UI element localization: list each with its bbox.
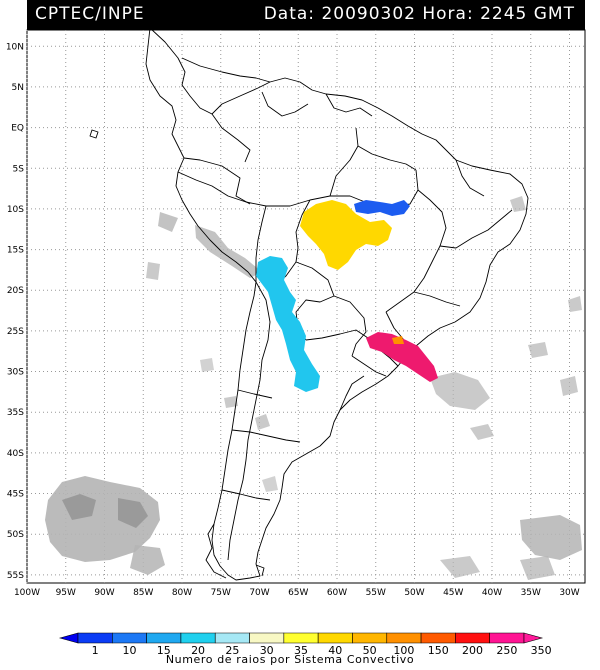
colorbar-swatch bbox=[180, 632, 216, 644]
lat-label: 40S bbox=[7, 449, 24, 459]
header-bar: CPTEC/INPE Data: 20090302 Hora: 2245 GMT bbox=[27, 0, 585, 30]
lat-label: 50S bbox=[7, 530, 24, 540]
lat-label: 30S bbox=[7, 368, 24, 378]
colorbar-swatch bbox=[352, 632, 388, 644]
latitude-labels: 10N 5N EQ 5S 10S 15S 20S 25S 30S 35S 40S 45S 50S 55S bbox=[6, 42, 24, 581]
colorbar-swatch bbox=[420, 632, 456, 644]
colorbar-label: 10 bbox=[122, 644, 136, 657]
lon-label: 80W bbox=[172, 588, 192, 598]
convective-systems bbox=[256, 200, 438, 392]
colorbar-swatch bbox=[386, 632, 422, 644]
colorbar-label: 200 bbox=[462, 644, 483, 657]
lat-label: 10S bbox=[7, 205, 24, 215]
lat-label: 10N bbox=[6, 42, 24, 52]
colorbar-swatch bbox=[214, 632, 250, 644]
lat-label: 20S bbox=[7, 286, 24, 296]
lat-label: 55S bbox=[7, 571, 24, 581]
lat-label: 15S bbox=[7, 246, 24, 256]
lon-label: 65W bbox=[288, 588, 308, 598]
lon-label: 95W bbox=[56, 588, 76, 598]
colorbar-labels: 1 10 15 20 25 30 35 40 50 100 150 200 250 350 bbox=[92, 644, 552, 657]
colorbar-caption: Numero de raios por Sistema Convectivo bbox=[166, 653, 414, 666]
colorbar-swatch bbox=[249, 632, 285, 644]
lon-label: 90W bbox=[94, 588, 114, 598]
lon-label: 75W bbox=[211, 588, 231, 598]
lon-label: 40W bbox=[482, 588, 502, 598]
lon-label: 35W bbox=[521, 588, 541, 598]
colorbar-swatch bbox=[455, 632, 490, 644]
coastlines bbox=[89, 27, 529, 581]
colorbar-swatch bbox=[489, 632, 525, 644]
longitude-labels: 100W 95W 90W 85W 80W 75W 70W 65W 60W 55W 50W 45W 40W… bbox=[14, 588, 580, 598]
lon-label: 55W bbox=[366, 588, 386, 598]
colorbar-label: 15 bbox=[157, 644, 171, 657]
colorbar-swatch bbox=[317, 632, 353, 644]
lat-label: 25S bbox=[7, 327, 24, 337]
colorbar-label: 50 bbox=[363, 644, 377, 657]
colorbar-label: 30 bbox=[260, 644, 274, 657]
lat-label: 5S bbox=[13, 164, 25, 174]
colorbar-swatch bbox=[146, 632, 182, 644]
colorbar-swatch bbox=[283, 632, 319, 644]
system-yellow bbox=[300, 200, 392, 270]
header-timestamp: Data: 20090302 Hora: 2245 GMT bbox=[263, 4, 575, 24]
lon-label: 85W bbox=[133, 588, 153, 598]
system-magenta bbox=[366, 332, 438, 382]
lat-label: 35S bbox=[7, 408, 24, 418]
lat-label: 45S bbox=[7, 490, 24, 500]
colorbar-label: 25 bbox=[225, 644, 239, 657]
colorbar-swatch bbox=[112, 632, 147, 644]
colorbar bbox=[58, 632, 544, 644]
lon-label: 45W bbox=[443, 588, 463, 598]
lon-label: 100W bbox=[14, 588, 40, 598]
cloud-cover bbox=[45, 196, 582, 580]
lat-label: EQ bbox=[11, 124, 24, 134]
lon-label: 70W bbox=[249, 588, 269, 598]
colorbar-swatch bbox=[523, 632, 544, 644]
colorbar-label: 250 bbox=[496, 644, 517, 657]
lat-label: 5N bbox=[12, 83, 24, 93]
header-title: CPTEC/INPE bbox=[35, 4, 145, 24]
colorbar-label: 350 bbox=[531, 644, 552, 657]
lon-label: 50W bbox=[404, 588, 424, 598]
system-cyan bbox=[256, 256, 320, 392]
colorbar-swatch bbox=[58, 632, 79, 644]
colorbar-label: 100 bbox=[393, 644, 414, 657]
colorbar-label: 35 bbox=[294, 644, 308, 657]
colorbar-label: 40 bbox=[328, 644, 342, 657]
colorbar-label: 20 bbox=[191, 644, 205, 657]
lon-label: 30W bbox=[559, 588, 579, 598]
colorbar-swatch bbox=[77, 632, 113, 644]
colorbar-label: 150 bbox=[428, 644, 449, 657]
lon-label: 60W bbox=[327, 588, 347, 598]
system-blue bbox=[354, 200, 410, 216]
colorbar-label: 1 bbox=[92, 644, 99, 657]
